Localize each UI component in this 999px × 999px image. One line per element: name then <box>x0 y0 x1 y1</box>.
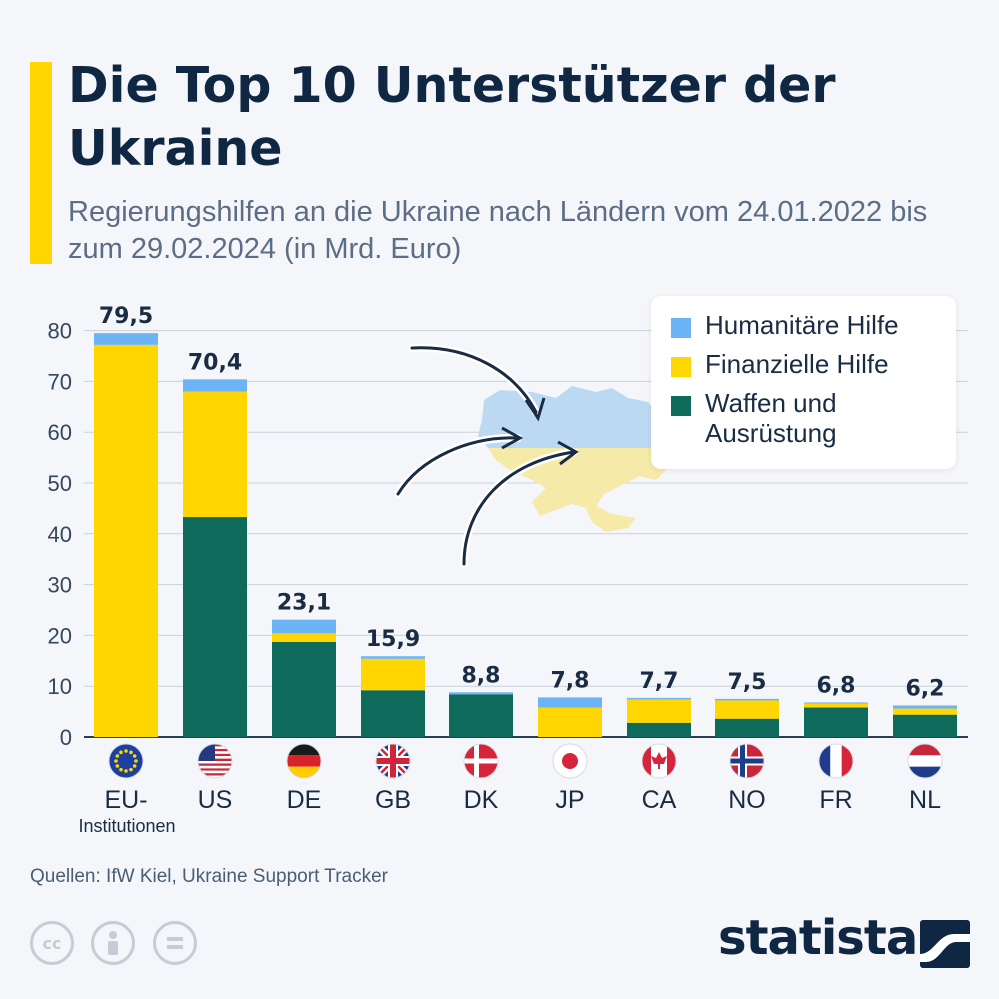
bar-segment-humanitarian <box>538 697 602 708</box>
bar-segment-financial <box>715 700 779 719</box>
arrow-icon <box>408 343 546 422</box>
value-label: 6,8 <box>817 673 856 698</box>
category-label: US <box>198 786 233 814</box>
bar-segment-weapons <box>272 642 336 737</box>
y-tick-label: 60 <box>48 420 72 445</box>
legend-swatch <box>671 357 691 377</box>
us-flag-icon <box>197 743 233 779</box>
bar-segment-weapons <box>449 694 513 737</box>
bar-segment-financial <box>94 344 158 737</box>
chart-subtitle: Regierungshilfen an die Ukraine nach Län… <box>68 196 928 265</box>
arrow-icons <box>394 343 579 568</box>
value-label: 79,5 <box>99 304 153 329</box>
category-label: DK <box>464 786 499 814</box>
bar-segment-humanitarian <box>183 379 247 392</box>
bar-segment-humanitarian <box>94 333 158 345</box>
legend-swatch <box>671 396 691 416</box>
bars <box>94 333 957 737</box>
y-tick-label: 50 <box>48 471 72 496</box>
statista-wordmark[interactable]: statista <box>718 910 918 966</box>
legend-item-humanitarian: Humanitäre Hilfe <box>671 310 955 340</box>
legend-swatch <box>671 318 691 338</box>
bar-segment-weapons <box>715 718 779 737</box>
y-axis-ticks: 0 10 20 30 40 50 60 70 80 <box>48 319 72 750</box>
nl-flag-icon <box>907 743 943 779</box>
ca-flag-icon <box>641 743 677 779</box>
bar-segment-humanitarian <box>272 619 336 634</box>
value-label: 15,9 <box>366 627 420 652</box>
value-label: 8,8 <box>462 663 501 688</box>
bar-segment-weapons <box>361 690 425 737</box>
value-label: 7,8 <box>551 668 590 693</box>
de-flag-icon <box>286 743 322 779</box>
cc-icon[interactable]: cc <box>30 921 74 965</box>
bar-segment-humanitarian <box>361 656 425 659</box>
source-note: Quellen: IfW Kiel, Ukraine Support Track… <box>30 866 388 887</box>
bar-segment-humanitarian <box>893 705 957 709</box>
category-label: GB <box>375 786 411 814</box>
legend-item-financial: Finanzielle Hilfe <box>671 349 955 379</box>
statista-logo-icon[interactable] <box>920 920 970 968</box>
value-labels: 79,5 70,4 23,1 15,9 8,8 7,8 7,7 7,5 6,8 6,2 <box>99 304 945 701</box>
y-tick-label: 20 <box>48 623 72 648</box>
legend-label: Waffen und Ausrüstung <box>705 388 837 448</box>
category-label: NL <box>909 786 941 814</box>
title-accent-bar <box>30 62 52 264</box>
arrow-icon <box>460 440 579 568</box>
bar-segment-weapons <box>183 517 247 737</box>
dk-flag-icon <box>463 743 499 779</box>
equals-icon[interactable] <box>153 921 197 965</box>
gb-flag-icon <box>375 743 411 779</box>
eu-flag-icon <box>108 743 144 779</box>
value-label: 23,1 <box>277 591 331 616</box>
bar-segment-financial <box>893 708 957 715</box>
category-label: FR <box>819 786 852 814</box>
category-label: JP <box>555 786 584 814</box>
y-tick-label: 40 <box>48 522 72 547</box>
y-tick-label: 70 <box>48 369 72 394</box>
category-label-line2: Institutionen <box>78 816 175 836</box>
arrow-icon <box>394 426 524 498</box>
bar-segment-humanitarian <box>804 702 868 704</box>
bar-segment-financial <box>627 699 691 723</box>
bar-segment-financial <box>183 391 247 518</box>
category-labels: EU-Institutionen US DE GB DK JP CA NO FR NL <box>78 786 941 836</box>
bar-segment-financial <box>272 633 336 643</box>
value-label: 6,2 <box>906 677 945 702</box>
category-label: CA <box>642 786 677 814</box>
legend-label: Finanzielle Hilfe <box>705 349 889 379</box>
y-tick-label: 10 <box>48 674 72 699</box>
bar-segment-humanitarian <box>449 692 513 695</box>
jp-flag-icon <box>552 743 588 779</box>
legend-label: Humanitäre Hilfe <box>705 310 899 340</box>
bar-segment-financial <box>361 658 425 691</box>
y-tick-label: 0 <box>60 725 72 750</box>
bar-segment-humanitarian <box>715 698 779 701</box>
legend-item-weapons: Waffen und Ausrüstung <box>671 388 955 448</box>
category-label: NO <box>728 786 766 814</box>
bar-segment-weapons <box>627 722 691 737</box>
bar-segment-financial <box>804 703 868 708</box>
person-icon[interactable] <box>91 921 135 965</box>
bar-segment-weapons <box>804 707 868 737</box>
category-label: EU- <box>104 786 147 814</box>
bar-segment-humanitarian <box>627 697 691 700</box>
chart-title: Die Top 10 Unterstützer der Ukraine <box>68 57 836 177</box>
bar-segment-financial <box>538 707 602 737</box>
fr-flag-icon <box>818 743 854 779</box>
no-flag-icon <box>729 743 765 779</box>
category-label: DE <box>287 786 322 814</box>
y-tick-label: 30 <box>48 573 72 598</box>
legend: Humanitäre Hilfe Finanzielle Hilfe Waffe… <box>651 296 956 469</box>
flags <box>108 743 943 779</box>
y-tick-label: 80 <box>48 319 72 344</box>
value-label: 7,5 <box>728 670 767 695</box>
bar-segment-weapons <box>893 714 957 737</box>
value-label: 7,7 <box>640 669 679 694</box>
value-label: 70,4 <box>188 350 242 375</box>
